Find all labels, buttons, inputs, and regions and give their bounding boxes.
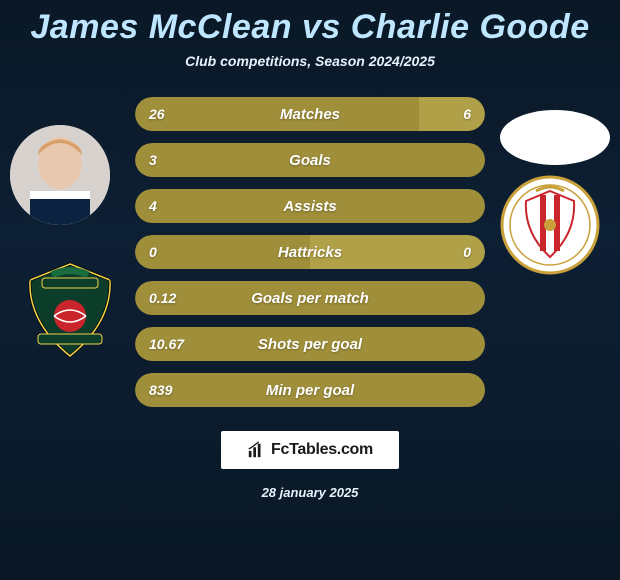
stat-left-bar: 10.67 (135, 327, 485, 361)
stat-left-bar: 26 (135, 97, 419, 131)
source-badge: FcTables.com (221, 431, 399, 469)
stat-left-value: 0 (149, 244, 157, 260)
stat-left-bar: 0 (135, 235, 310, 269)
stat-row: 266Matches (135, 97, 485, 131)
stat-right-value: 0 (463, 244, 471, 260)
stat-left-bar: 4 (135, 189, 485, 223)
source-badge-text: FcTables.com (271, 441, 373, 459)
stat-right-bar: 0 (310, 235, 485, 269)
stat-row: 4Assists (135, 189, 485, 223)
page-title: James McClean vs Charlie Goode (30, 8, 589, 47)
stat-right-bar: 6 (419, 97, 486, 131)
comparison-card: James McClean vs Charlie Goode Club comp… (0, 0, 620, 580)
stat-bars: 266Matches3Goals4Assists00Hattricks0.12G… (135, 97, 485, 407)
club-right-crest (500, 175, 600, 275)
stat-row: 00Hattricks (135, 235, 485, 269)
club-left-crest (20, 260, 120, 360)
chart-icon (247, 441, 265, 459)
crest-icon (500, 175, 600, 275)
subtitle: Club competitions, Season 2024/2025 (185, 53, 435, 69)
stat-left-bar: 839 (135, 373, 485, 407)
stat-right-value: 6 (463, 106, 471, 122)
crest-icon (20, 260, 120, 360)
stat-left-bar: 0.12 (135, 281, 485, 315)
stat-left-value: 4 (149, 198, 157, 214)
player-left-avatar (10, 125, 110, 225)
stat-row: 10.67Shots per goal (135, 327, 485, 361)
date-text: 28 january 2025 (262, 485, 359, 500)
player-silhouette-icon (10, 125, 110, 225)
stat-row: 839Min per goal (135, 373, 485, 407)
stat-row: 3Goals (135, 143, 485, 177)
stat-left-value: 26 (149, 106, 165, 122)
stat-left-value: 10.67 (149, 336, 184, 352)
stat-left-value: 3 (149, 152, 157, 168)
stat-left-value: 839 (149, 382, 172, 398)
stat-row: 0.12Goals per match (135, 281, 485, 315)
stat-left-value: 0.12 (149, 290, 176, 306)
stat-left-bar: 3 (135, 143, 485, 177)
player-right-avatar (500, 110, 610, 165)
